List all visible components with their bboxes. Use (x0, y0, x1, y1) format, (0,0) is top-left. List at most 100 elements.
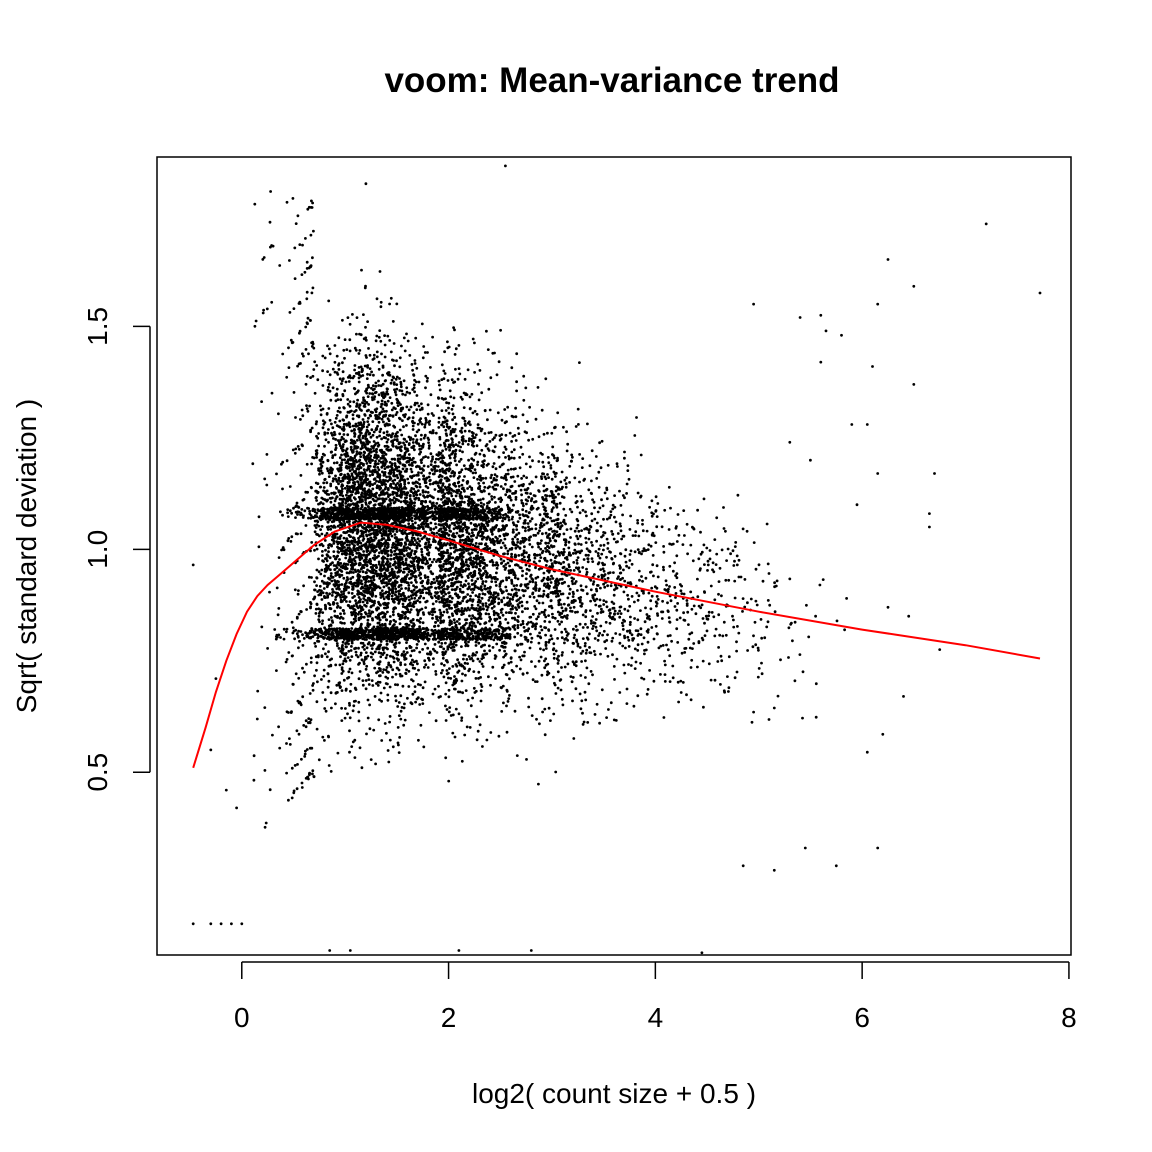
data-point (547, 461, 551, 465)
data-point (522, 504, 525, 508)
data-point (405, 646, 408, 650)
data-point (506, 621, 510, 625)
data-point (535, 717, 538, 721)
data-point (454, 367, 457, 371)
data-point (436, 465, 440, 468)
data-point (357, 536, 360, 540)
data-point (602, 629, 606, 633)
data-point (310, 576, 313, 579)
data-point (613, 618, 616, 621)
data-point (414, 521, 417, 525)
data-point (355, 404, 359, 407)
data-point (319, 528, 322, 531)
data-point (509, 467, 513, 471)
data-point (385, 642, 389, 646)
data-point (443, 416, 447, 420)
data-point (595, 477, 599, 480)
data-point (304, 348, 308, 351)
data-point (309, 233, 313, 237)
data-point (407, 623, 411, 627)
data-point (546, 431, 549, 435)
data-point (481, 518, 485, 522)
data-point (528, 580, 532, 584)
data-point (293, 588, 297, 592)
data-point (307, 516, 310, 520)
data-point (614, 520, 618, 524)
data-point (542, 432, 546, 436)
data-point (579, 674, 583, 677)
data-point (626, 635, 630, 639)
data-point (431, 602, 435, 606)
data-point (504, 546, 508, 550)
data-point (560, 620, 563, 624)
data-point (411, 388, 415, 391)
data-point (421, 648, 424, 651)
data-point (328, 556, 332, 560)
data-point (500, 418, 504, 422)
data-point (735, 554, 739, 558)
data-point (572, 561, 576, 564)
data-point (590, 449, 594, 453)
data-point (481, 556, 485, 559)
data-point (538, 722, 541, 726)
data-point (619, 612, 623, 615)
data-point (305, 404, 308, 407)
data-point (502, 451, 505, 454)
data-point (366, 320, 369, 323)
data-point (553, 628, 557, 631)
data-point (384, 618, 388, 622)
data-point (523, 629, 527, 633)
data-point (367, 609, 371, 612)
data-point (444, 719, 448, 722)
data-point (611, 507, 615, 511)
data-point (390, 597, 394, 601)
data-point (536, 531, 540, 535)
data-point (424, 490, 428, 494)
data-point (477, 641, 481, 645)
data-point (540, 477, 544, 480)
data-point (395, 438, 399, 441)
data-point (355, 332, 358, 336)
data-point (485, 738, 489, 742)
data-point (426, 465, 430, 468)
data-point (488, 649, 492, 653)
data-point (732, 618, 735, 622)
data-point (439, 486, 443, 490)
data-point (334, 663, 338, 667)
data-point (378, 551, 381, 555)
data-point (522, 474, 526, 478)
data-point (480, 662, 484, 666)
data-point (359, 609, 363, 613)
data-point (544, 547, 547, 550)
data-point (639, 609, 642, 612)
data-point (317, 432, 320, 435)
data-point (558, 553, 561, 557)
data-point (356, 480, 360, 484)
data-point (720, 594, 723, 598)
data-point (612, 537, 616, 541)
data-point (530, 480, 534, 484)
data-point (597, 634, 600, 637)
data-point (516, 577, 520, 581)
data-point (411, 428, 415, 431)
data-point (573, 633, 577, 637)
data-point (490, 495, 493, 498)
data-point (415, 673, 418, 676)
data-point (606, 654, 610, 658)
data-point (502, 487, 505, 491)
data-point (291, 683, 295, 686)
data-point (460, 645, 463, 648)
data-point (281, 460, 285, 464)
data-point (628, 559, 632, 562)
data-point (338, 463, 342, 467)
data-point (468, 614, 471, 618)
data-point (453, 353, 457, 356)
data-point (465, 567, 468, 571)
data-point (410, 649, 414, 653)
data-point (578, 453, 581, 456)
data-point (559, 603, 563, 606)
data-point (367, 416, 370, 420)
data-point (481, 530, 484, 534)
data-point (605, 605, 609, 609)
data-point (443, 372, 447, 375)
